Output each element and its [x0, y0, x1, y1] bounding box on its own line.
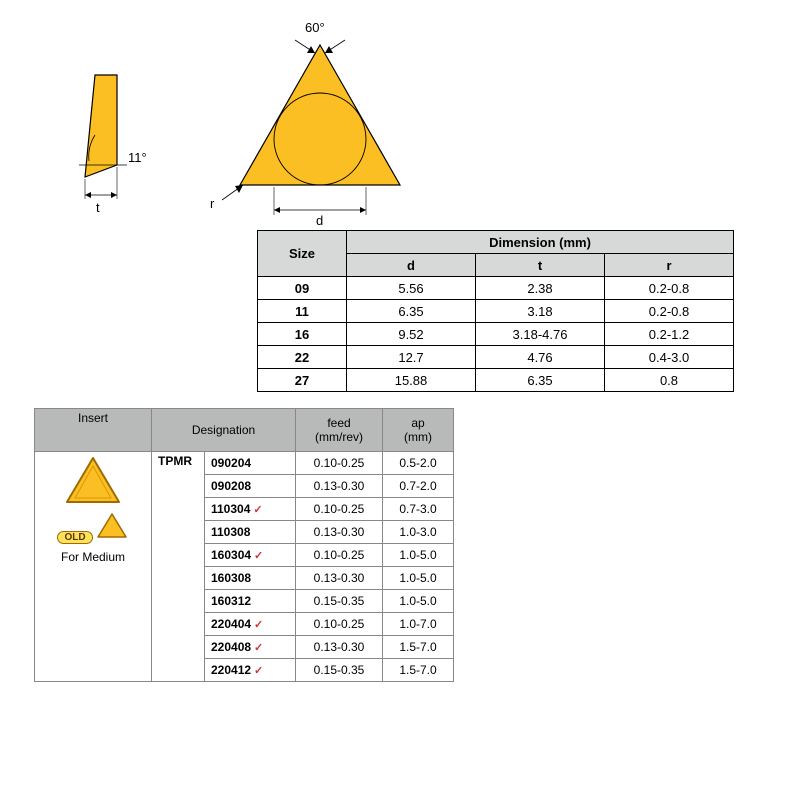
r-cell: 0.2-1.2	[605, 323, 734, 346]
table-row: OLD For Medium TPMR0902040.10-0.250.5-2.…	[35, 452, 454, 475]
feed-cell: 0.13-0.30	[296, 636, 383, 659]
designation-cell: 110308	[205, 521, 296, 544]
t-cell: 6.35	[476, 369, 605, 392]
ap-header: ap (mm)	[383, 409, 454, 452]
size-cell: 16	[258, 323, 347, 346]
d-cell: 15.88	[347, 369, 476, 392]
dimension-header: Dimension (mm)	[347, 231, 734, 254]
t-header: t	[476, 254, 605, 277]
feed-cell: 0.10-0.25	[296, 544, 383, 567]
size-table: Size Dimension (mm) d t r 095.562.380.2-…	[257, 230, 734, 392]
feed-cell: 0.13-0.30	[296, 521, 383, 544]
size-cell: 11	[258, 300, 347, 323]
r-cell: 0.4-3.0	[605, 346, 734, 369]
d-cell: 5.56	[347, 277, 476, 300]
table-row: 2212.74.760.4-3.0	[258, 346, 734, 369]
ap-cell: 0.5-2.0	[383, 452, 454, 475]
diagram-area: 11° t 60° r d	[0, 0, 800, 230]
designation-cell: 160304✓	[205, 544, 296, 567]
designation-cell: 160308	[205, 567, 296, 590]
r-cell: 0.2-0.8	[605, 300, 734, 323]
d-cell: 12.7	[347, 346, 476, 369]
ap-cell: 0.7-3.0	[383, 498, 454, 521]
designation-cell: 220404✓	[205, 613, 296, 636]
ap-cell: 1.0-3.0	[383, 521, 454, 544]
t-cell: 2.38	[476, 277, 605, 300]
check-icon: ✓	[254, 550, 263, 562]
designation-cell: 220412✓	[205, 659, 296, 682]
ap-cell: 1.5-7.0	[383, 636, 454, 659]
feed-cell: 0.10-0.25	[296, 613, 383, 636]
type-cell: TPMR	[152, 452, 205, 682]
d-cell: 9.52	[347, 323, 476, 346]
d-cell: 6.35	[347, 300, 476, 323]
table-row: 116.353.180.2-0.8	[258, 300, 734, 323]
d-header: d	[347, 254, 476, 277]
triangle-plan-diagram	[210, 25, 430, 235]
table-row: 095.562.380.2-0.8	[258, 277, 734, 300]
check-icon: ✓	[253, 504, 262, 516]
old-badge: OLD	[57, 531, 92, 544]
r-cell: 0.2-0.8	[605, 277, 734, 300]
ap-cell: 1.0-7.0	[383, 613, 454, 636]
designation-cell: 110304✓	[205, 498, 296, 521]
designation-header: Designation	[152, 409, 296, 452]
insert-header: Insert	[35, 409, 152, 452]
feed-cell: 0.15-0.35	[296, 590, 383, 613]
d-label: d	[316, 213, 323, 228]
t-cell: 3.18-4.76	[476, 323, 605, 346]
table-row: 169.523.18-4.760.2-1.2	[258, 323, 734, 346]
triangle-icon	[41, 454, 145, 511]
designation-cell: 220408✓	[205, 636, 296, 659]
size-cell: 27	[258, 369, 347, 392]
size-header: Size	[258, 231, 347, 277]
ap-cell: 0.7-2.0	[383, 475, 454, 498]
check-icon: ✓	[254, 665, 263, 677]
feed-cell: 0.13-0.30	[296, 475, 383, 498]
designation-cell: 160312	[205, 590, 296, 613]
table-row: 2715.886.350.8	[258, 369, 734, 392]
check-icon: ✓	[254, 642, 263, 654]
ap-cell: 1.0-5.0	[383, 590, 454, 613]
feed-header: feed (mm/rev)	[296, 409, 383, 452]
t-cell: 4.76	[476, 346, 605, 369]
r-cell: 0.8	[605, 369, 734, 392]
feed-cell: 0.10-0.25	[296, 498, 383, 521]
ap-cell: 1.0-5.0	[383, 544, 454, 567]
designation-cell: 090208	[205, 475, 296, 498]
check-icon: ✓	[254, 619, 263, 631]
angle-11-label: 11°	[128, 150, 147, 165]
angle-60-label: 60°	[305, 20, 325, 35]
feed-cell: 0.15-0.35	[296, 659, 383, 682]
size-cell: 09	[258, 277, 347, 300]
side-profile-diagram	[55, 65, 155, 215]
t-label: t	[96, 200, 100, 215]
ap-cell: 1.5-7.0	[383, 659, 454, 682]
feed-cell: 0.13-0.30	[296, 567, 383, 590]
designation-cell: 090204	[205, 452, 296, 475]
ap-cell: 1.0-5.0	[383, 567, 454, 590]
insert-caption: For Medium	[41, 550, 145, 564]
triangle-icon	[95, 511, 129, 544]
r-label: r	[210, 196, 214, 211]
r-header: r	[605, 254, 734, 277]
insert-table: Insert Designation feed (mm/rev) ap (mm)…	[34, 408, 454, 682]
insert-image-cell: OLD For Medium	[35, 452, 152, 682]
t-cell: 3.18	[476, 300, 605, 323]
feed-cell: 0.10-0.25	[296, 452, 383, 475]
size-cell: 22	[258, 346, 347, 369]
